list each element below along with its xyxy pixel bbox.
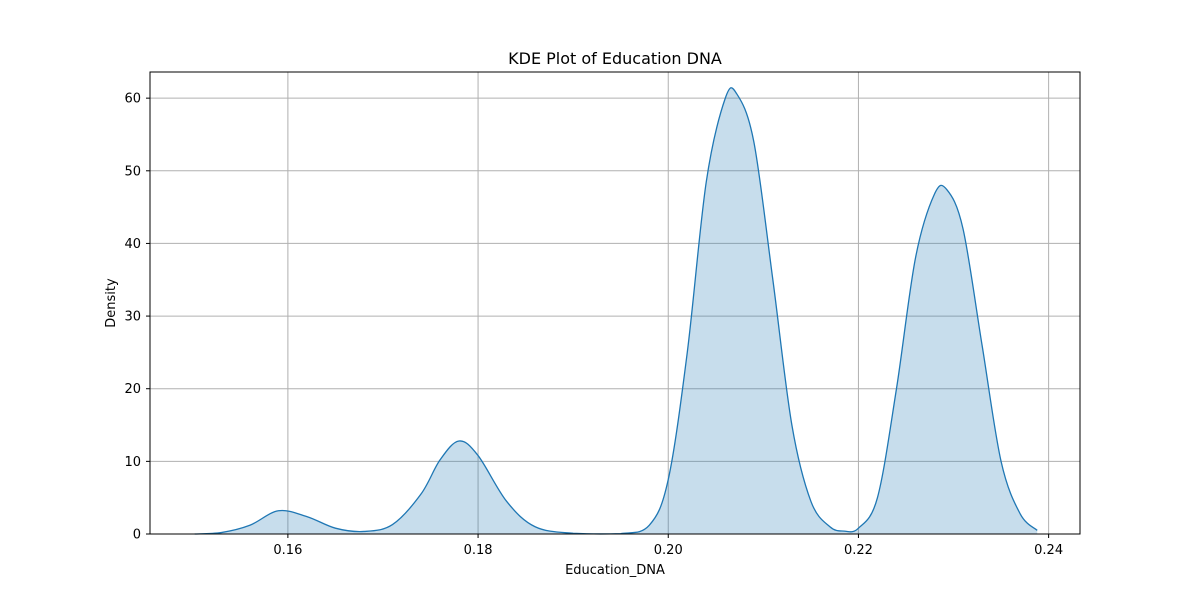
density-fill-area [194,87,1038,535]
y-tick-label: 10 [124,455,141,470]
y-tick-label: 0 [133,528,141,543]
x-tick-label: 0.24 [1034,543,1063,558]
y-tick-label: 20 [124,382,141,397]
x-axis-ticks: 0.16 0.18 0.20 0.22 0.24 [273,534,1063,558]
x-tick-label: 0.22 [844,543,873,558]
x-axis-label: Education_DNA [565,563,665,578]
y-tick-label: 40 [124,237,141,252]
plot-area-background [150,72,1080,534]
plot-frame [149,71,1081,535]
chart-title: KDE Plot of Education DNA [508,49,722,68]
x-tick-label: 0.16 [273,543,302,558]
y-tick-label: 60 [124,92,141,107]
y-axis-ticks: 0 10 20 30 40 50 60 [124,92,150,543]
x-tick-label: 0.20 [654,543,683,558]
y-tick-label: 50 [124,164,141,179]
x-tick-label: 0.18 [464,543,493,558]
y-axis-label: Density [104,278,119,328]
density-curve [194,87,1038,535]
y-tick-label: 30 [124,310,141,325]
